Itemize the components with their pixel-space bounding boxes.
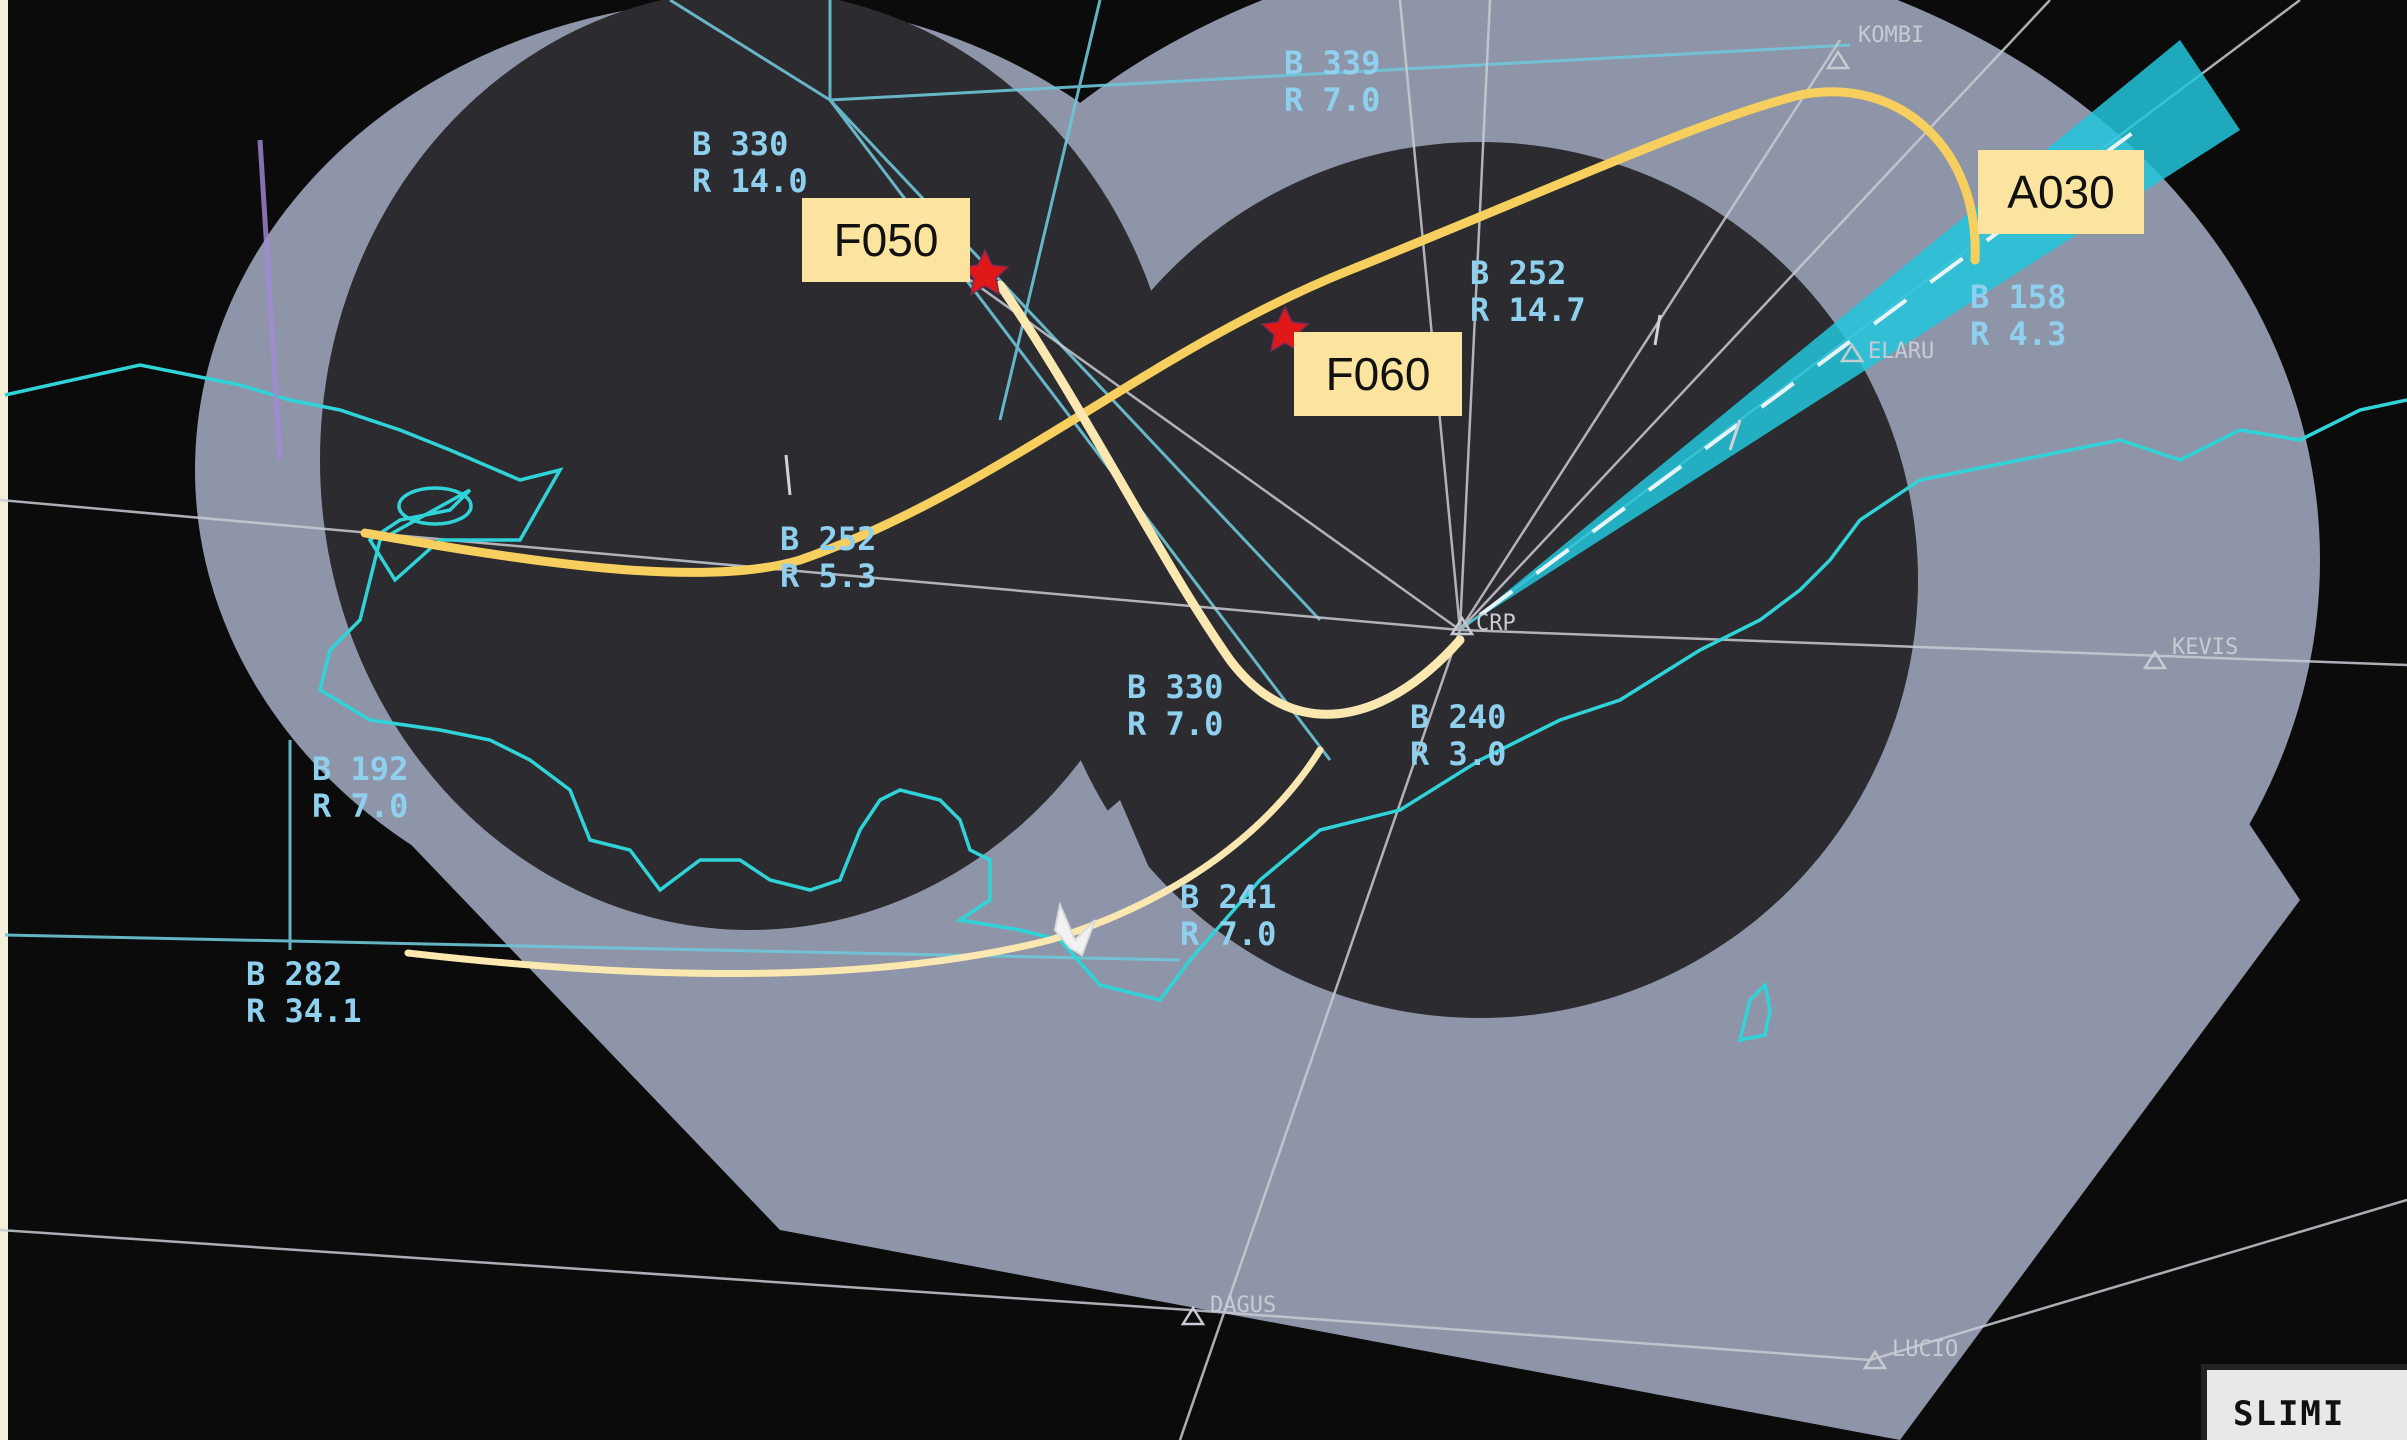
altitude-callout-f050: F050	[802, 198, 970, 282]
altitude-callout-a030: A030	[1978, 150, 2144, 234]
range-label: R 7.0	[1180, 915, 1276, 953]
purple-strobe	[257, 139, 283, 461]
range-label: R 7.0	[1127, 705, 1223, 743]
fix-labels: KOMBI ELARU KEVIS DAGUS LUCIO CRP	[1210, 23, 2238, 1362]
range-label: R 7.0	[1284, 81, 1380, 119]
altitude-callout-f060: F060	[1294, 332, 1462, 416]
range-label: R 4.3	[1970, 315, 2066, 353]
corner-status-label: SLIMI	[2201, 1364, 2407, 1440]
coastline	[4, 363, 2407, 1043]
range-label: R 3.0	[1410, 735, 1506, 773]
bearing-label: B 339	[1284, 44, 1380, 82]
fix-label-crp: CRP	[1476, 611, 1516, 636]
bearing-label: B 240	[1410, 698, 1506, 736]
fix-label-elaru: ELARU	[1868, 339, 1934, 364]
bearing-label: B 252	[780, 520, 876, 558]
range-label: R 7.0	[312, 787, 408, 825]
fix-dagus-triangle-icon	[1180, 1305, 1206, 1326]
bearing-label: B 282	[246, 955, 342, 993]
fix-label-lucio: LUCIO	[1892, 1337, 1958, 1362]
aircraft-symbol[interactable]	[1053, 901, 1096, 957]
fix-label-kevis: KEVIS	[2172, 635, 2238, 660]
fix-lucio-triangle-icon	[1862, 1349, 1888, 1370]
range-label: R 5.3	[780, 557, 876, 595]
range-label: R 14.7	[1470, 291, 1586, 329]
fix-crp-triangle-icon	[1449, 615, 1475, 636]
fix-label-kombi: KOMBI	[1858, 23, 1924, 48]
range-label: R 34.1	[246, 992, 362, 1030]
bearing-label: B 330	[1127, 668, 1223, 706]
left-edge-strip	[0, 0, 8, 1440]
scope-ticks	[784, 314, 1742, 496]
bearing-label: B 330	[692, 125, 788, 163]
fix-label-dagus: DAGUS	[1210, 1293, 1276, 1318]
trajectory-final	[404, 746, 1324, 977]
range-label: R 14.0	[692, 162, 808, 200]
bearing-label: B 158	[1970, 278, 2066, 316]
trajectory-main	[360, 87, 1980, 577]
fix-kombi-triangle-icon	[1825, 49, 1851, 70]
corner-status-text: SLIMI	[2233, 1394, 2346, 1434]
bearing-label: B 192	[312, 750, 408, 788]
bearing-label: B 241	[1180, 878, 1276, 916]
range-bearing-labels: B 330 R 14.0 B 339 R 7.0 B 252 R 14.7 B …	[246, 44, 2066, 1030]
trajectory-descent	[995, 280, 1465, 719]
fix-kevis-triangle-icon	[2142, 649, 2168, 670]
trajectories	[360, 87, 1980, 977]
fix-markers	[1180, 49, 2168, 1370]
fix-elaru-triangle-icon	[1839, 342, 1865, 363]
bearing-label: B 252	[1470, 254, 1566, 292]
inner-area-notch	[1050, 800, 1180, 1000]
